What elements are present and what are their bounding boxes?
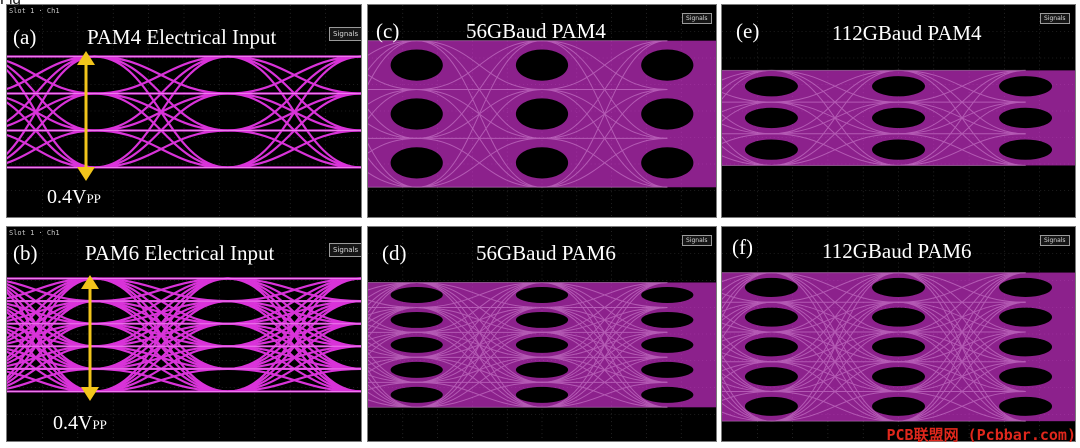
signals-button[interactable]: Signals xyxy=(682,235,712,246)
figure-caption-fragment: Fig xyxy=(0,0,21,8)
panel-d-56gbaud-pam6: (d) 56GBaud PAM6 Signals xyxy=(367,226,717,442)
amplitude-unit-subscript: PP xyxy=(92,417,107,432)
eye-diagram-b xyxy=(7,227,361,441)
amplitude-unit-subscript: PP xyxy=(86,191,101,206)
signals-button[interactable]: Signals xyxy=(329,243,361,257)
eye-diagram-a xyxy=(7,5,361,217)
panel-title: PAM6 Electrical Input xyxy=(85,241,275,265)
eye-diagram-f xyxy=(722,227,1075,441)
signals-button[interactable]: Signals xyxy=(1040,13,1070,24)
eye-diagram-d xyxy=(368,227,716,441)
signals-button[interactable]: Signals xyxy=(1040,235,1070,246)
panel-title: 112GBaud PAM4 xyxy=(832,21,982,45)
panel-label: (a) xyxy=(13,25,37,49)
amplitude-arrow xyxy=(77,51,95,181)
panel-title: PAM4 Electrical Input xyxy=(87,25,277,49)
amplitude-label: 0.4VPP xyxy=(53,413,107,433)
panel-c-56gbaud-pam4: (c) 56GBaud PAM4 Signals xyxy=(367,4,717,218)
amplitude-arrow xyxy=(81,275,99,401)
watermark: PCB联盟网 (Pcbbar.com) xyxy=(886,426,1077,444)
signals-button[interactable]: Signals xyxy=(682,13,712,24)
panel-title: 112GBaud PAM6 xyxy=(822,239,972,263)
panel-label: (f) xyxy=(732,235,753,259)
panel-label: (c) xyxy=(376,19,400,43)
amplitude-value: 0.4V xyxy=(53,412,93,434)
panel-title: 56GBaud PAM6 xyxy=(476,241,616,265)
panel-title: 56GBaud PAM4 xyxy=(466,19,606,43)
panel-label: (d) xyxy=(382,241,407,265)
eye-diagram-e xyxy=(722,5,1075,217)
amplitude-label: 0.4VPP xyxy=(47,187,101,207)
panel-a-pam4-electrical-input: Slot 1 · Ch1 (a) PAM4 Electrical Input S… xyxy=(6,4,362,218)
panel-e-112gbaud-pam4: (e) 112GBaud PAM4 Signals xyxy=(721,4,1076,218)
panel-label: (b) xyxy=(13,241,38,265)
amplitude-value: 0.4V xyxy=(47,186,87,208)
panel-f-112gbaud-pam6: (f) 112GBaud PAM6 Signals xyxy=(721,226,1076,442)
scope-header-strip: Slot 1 · Ch1 xyxy=(9,7,60,15)
panel-b-pam6-electrical-input: Slot 1 · Ch1 (b) PAM6 Electrical Input S… xyxy=(6,226,362,442)
scope-header-strip: Slot 1 · Ch1 xyxy=(9,229,60,237)
eye-diagram-c xyxy=(368,5,716,217)
signals-button[interactable]: Signals xyxy=(329,27,361,41)
panel-label: (e) xyxy=(736,19,760,43)
